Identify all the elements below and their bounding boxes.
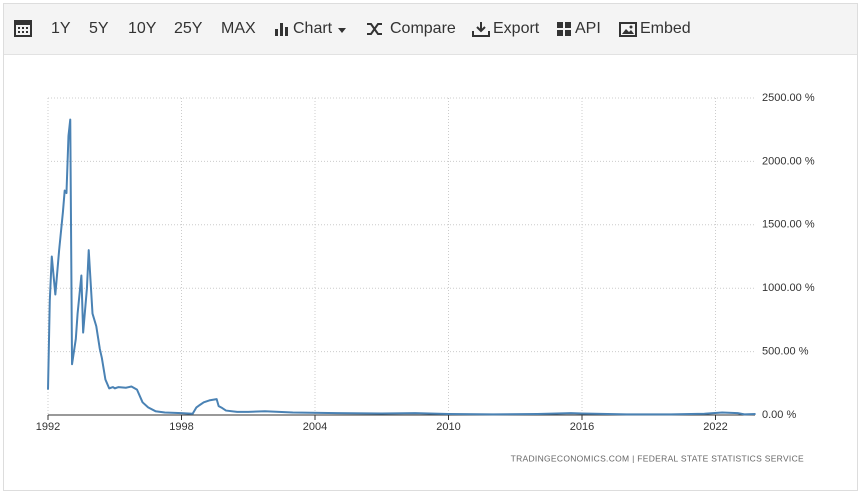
- api-button[interactable]: API: [575, 20, 601, 37]
- chart-icon[interactable]: [274, 21, 290, 37]
- export-button[interactable]: Export: [493, 20, 540, 37]
- x-tick-label: 2010: [436, 421, 460, 433]
- api-icon[interactable]: [556, 21, 572, 37]
- embed-button[interactable]: Embed: [640, 20, 691, 37]
- y-tick-label: 1000.00 %: [762, 282, 815, 294]
- export-icon[interactable]: [472, 21, 490, 37]
- y-tick-label: 2000.00 %: [762, 155, 815, 167]
- x-tick-label: 1998: [169, 421, 193, 433]
- toolbar: 1Y 5Y 10Y 25Y MAX Chart Compare Export A…: [4, 4, 857, 55]
- y-tick-label: 1500.00 %: [762, 219, 815, 231]
- y-tick-label: 500.00 %: [762, 346, 809, 358]
- x-tick-label: 2016: [570, 421, 594, 433]
- frame: 1Y 5Y 10Y 25Y MAX Chart Compare Export A…: [3, 3, 858, 491]
- source: TRADINGECONOMICS.COM | FEDERAL STATE STA…: [511, 453, 804, 463]
- series-line: [47, 118, 756, 416]
- y-tick-label: 0.00 %: [762, 409, 796, 421]
- y-tick-label: 2500.00 %: [762, 92, 815, 104]
- x-tick-label: 1992: [36, 421, 60, 433]
- range-max[interactable]: MAX: [221, 20, 256, 37]
- range-25y[interactable]: 25Y: [174, 20, 203, 37]
- caret[interactable]: [338, 28, 348, 34]
- range-1y[interactable]: 1Y: [51, 20, 71, 37]
- x-tick-label: 2022: [703, 421, 727, 433]
- range-5y[interactable]: 5Y: [89, 20, 109, 37]
- calendar-icon[interactable]: [14, 19, 32, 37]
- range-10y[interactable]: 10Y: [128, 20, 157, 37]
- compare-icon[interactable]: [366, 21, 384, 37]
- compare-button[interactable]: Compare: [390, 20, 456, 37]
- embed-icon[interactable]: [619, 21, 637, 37]
- chart-menu[interactable]: Chart: [293, 20, 333, 37]
- x-tick-label: 2004: [303, 421, 327, 433]
